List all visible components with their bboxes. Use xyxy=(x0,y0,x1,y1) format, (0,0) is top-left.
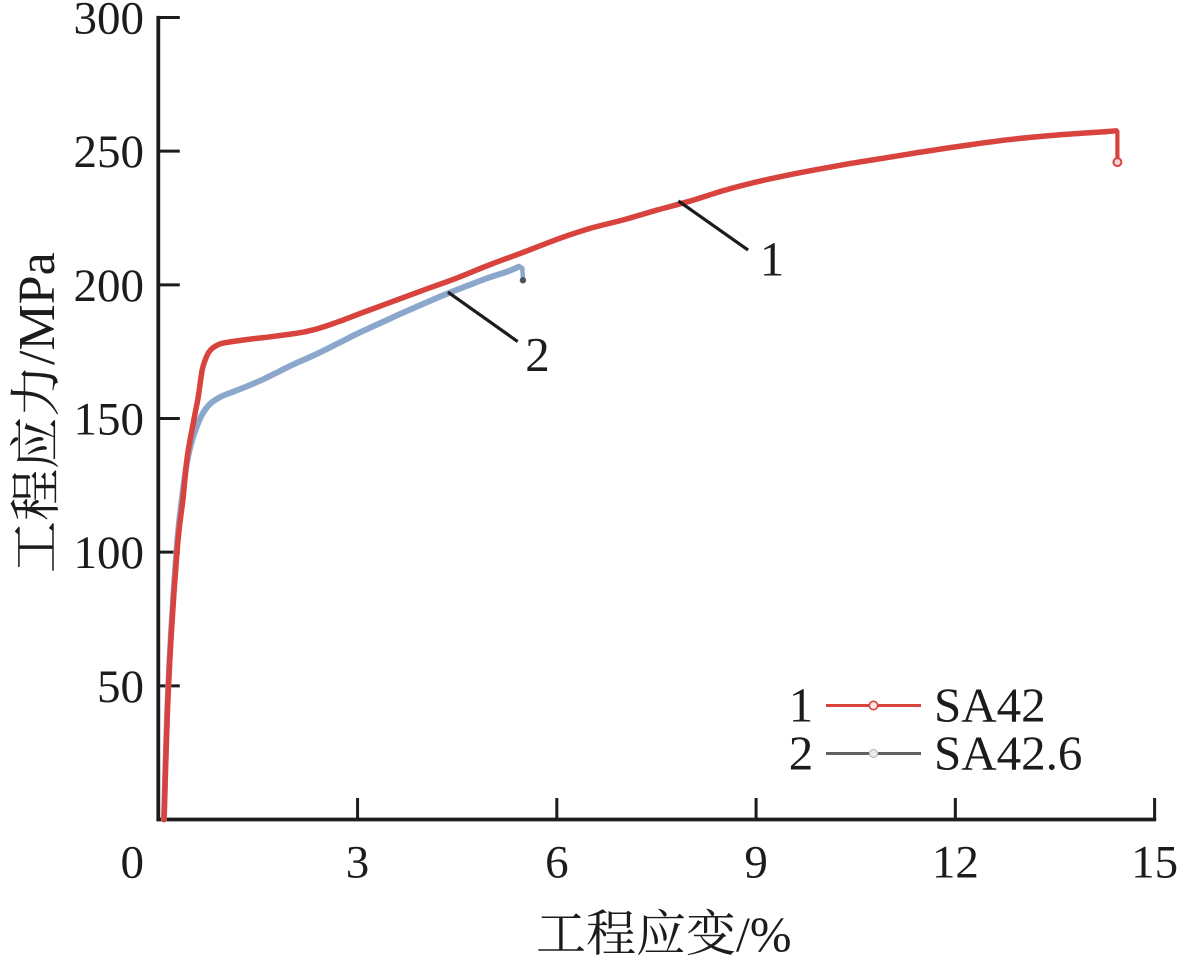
y-tick-label-200: 200 xyxy=(74,260,145,312)
y-tick-label-250: 250 xyxy=(74,126,145,178)
y-axis-ticks xyxy=(158,16,180,688)
x-tick-label-12: 12 xyxy=(932,837,979,889)
x-axis-title-text: 工程应变/% xyxy=(536,906,792,958)
glyph-cheng2 xyxy=(587,909,635,955)
y-axis-tick-labels: 50 100 150 200 250 300 xyxy=(74,0,145,713)
glyph-gong xyxy=(14,522,54,571)
legend-label-sa42-6: SA42.6 xyxy=(934,726,1082,781)
glyph-ying2 xyxy=(638,908,684,955)
x-tick-label-3: 3 xyxy=(346,837,370,889)
annotation-leader-1 xyxy=(677,199,750,252)
legend-marker-sa42 xyxy=(868,700,879,711)
end-marker-SA42 xyxy=(1112,157,1123,168)
x-tick-label-15: 15 xyxy=(1131,837,1178,889)
legend-index-2: 2 xyxy=(789,726,814,781)
curve-annotations: 12 xyxy=(446,199,785,382)
curve-end-drop-SA42 xyxy=(1114,128,1120,163)
x-tick-label-0: 0 xyxy=(121,837,145,889)
annotation-leader-2 xyxy=(446,290,519,343)
y-tick-label-300: 300 xyxy=(74,0,145,45)
annotation-label-1: 1 xyxy=(760,231,785,286)
annotation-label-2: 2 xyxy=(525,327,550,382)
curve-SA42 xyxy=(161,128,1119,823)
y-axis-title-text: 工程应力/MPa xyxy=(9,265,65,573)
x-axis-tick-labels: 0 3 6 9 12 15 xyxy=(121,837,1179,889)
y-tick-label-150: 150 xyxy=(74,394,145,446)
glyph-ying xyxy=(9,419,59,467)
end-marker-SA42.6 xyxy=(519,277,527,284)
legend-row-sa42: 1 SA42 xyxy=(789,678,1046,733)
glyph-li xyxy=(10,370,59,415)
glyph-bian xyxy=(687,908,735,956)
x-axis-title-unit: /% xyxy=(736,906,792,958)
legend-index-1: 1 xyxy=(789,678,814,733)
glyph-cheng xyxy=(10,470,59,520)
x-axis-title: /% 工程应变/% xyxy=(536,906,792,962)
legend-row-sa42-6: 2 SA42.6 xyxy=(789,726,1083,781)
curve-end-drop-SA42.6 xyxy=(516,264,526,281)
legend-marker-sa42-6 xyxy=(868,748,879,759)
x-axis-ticks xyxy=(356,798,1157,820)
y-tick-label-100: 100 xyxy=(74,527,145,579)
x-tick-label-6: 6 xyxy=(545,837,569,889)
glyph-gong2 xyxy=(538,913,585,951)
x-tick-label-9: 9 xyxy=(744,837,768,889)
legend-label-sa42: SA42 xyxy=(934,678,1046,733)
legend: 1 SA42 2 SA42.6 xyxy=(789,678,1083,781)
y-axis-title-cjk-glyphs xyxy=(9,370,59,571)
y-axis-title-unit: /MPa xyxy=(9,252,66,365)
y-tick-label-50: 50 xyxy=(97,661,144,713)
curve-SA42.6 xyxy=(160,263,522,823)
x-axis-title-cjk-glyphs xyxy=(538,908,735,956)
y-axis-title: /MPa 工程应力/MPa xyxy=(9,252,66,573)
curves xyxy=(160,128,1123,823)
